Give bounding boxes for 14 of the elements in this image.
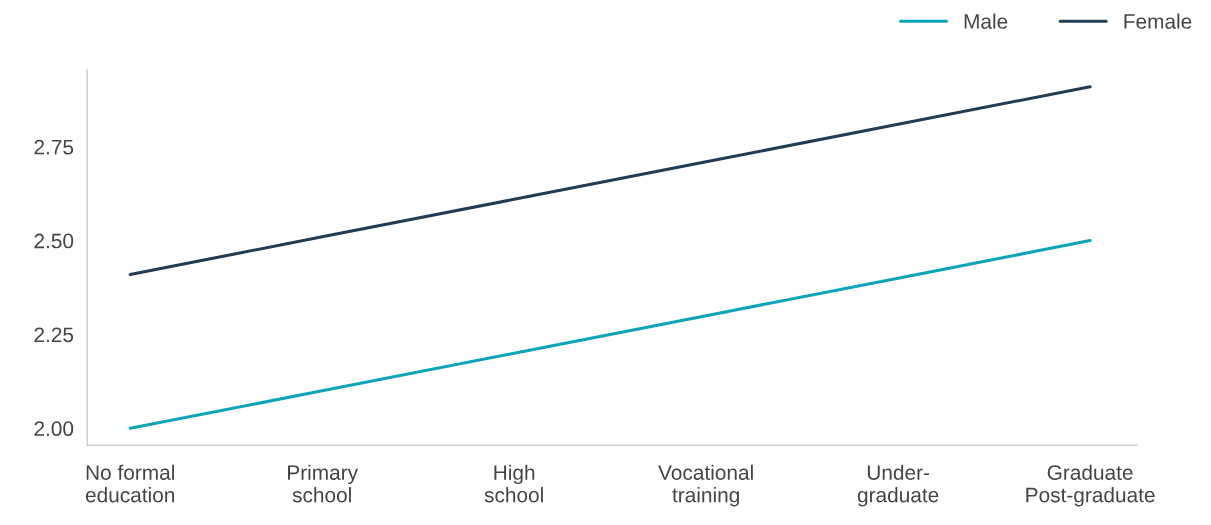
y-tick-label: 2.00 xyxy=(34,421,74,437)
y-tick-label: 2.50 xyxy=(34,233,74,249)
y-tick-label: 2.75 xyxy=(34,139,74,155)
x-tick-label: Vocational training xyxy=(658,464,753,507)
x-tick-label: Primary school xyxy=(288,464,359,503)
legend-label: Male xyxy=(964,13,1008,29)
line-series xyxy=(128,239,1092,430)
legend-label: Female xyxy=(1124,13,1192,29)
x-tick-label: High school xyxy=(484,464,543,503)
x-tick-label: Graduate Post-graduate xyxy=(1026,464,1155,507)
x-tick-label: Under- graduate xyxy=(857,464,939,507)
line-series xyxy=(128,85,1092,276)
x-tick-label: No formal education xyxy=(85,464,175,503)
y-tick-label: 2.25 xyxy=(34,327,74,343)
